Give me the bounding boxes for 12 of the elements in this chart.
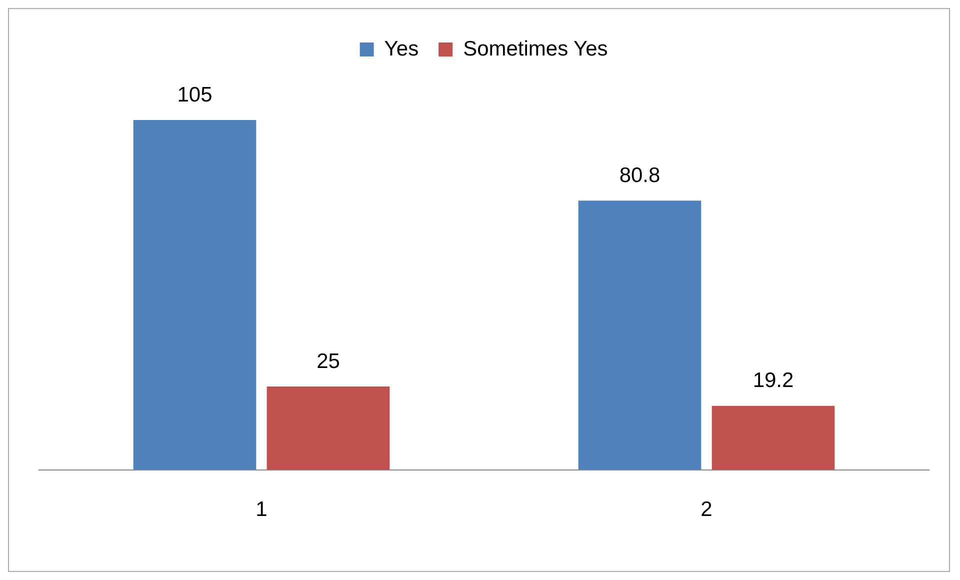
data-label: 105 <box>177 83 212 106</box>
bar <box>712 406 835 470</box>
bar <box>133 120 256 470</box>
legend-label: Sometimes Yes <box>463 37 608 60</box>
x-tick-label: 2 <box>700 498 712 522</box>
x-tick-label: 1 <box>256 498 268 522</box>
bar <box>578 200 702 470</box>
bar <box>266 386 390 470</box>
data-label: 80.8 <box>619 164 660 187</box>
legend-label: Yes <box>384 37 419 60</box>
data-label: 25 <box>316 350 340 373</box>
data-label: 19.2 <box>752 369 794 392</box>
